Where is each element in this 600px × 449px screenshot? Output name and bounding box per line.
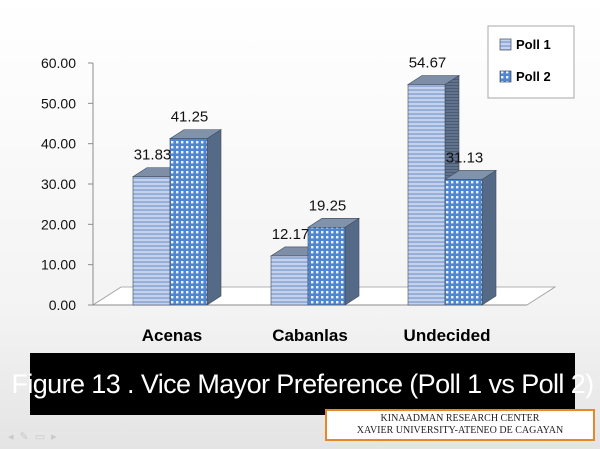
arrow-left-icon[interactable]: ◂	[8, 431, 14, 443]
data-label: 12.17	[272, 226, 310, 243]
bar-side	[344, 217, 360, 306]
data-label: 31.83	[134, 147, 172, 164]
bar-face	[444, 179, 483, 306]
y-tick-label: 30.00	[41, 176, 76, 192]
x-category-label: Undecided	[404, 326, 491, 345]
arrow-right-icon[interactable]: ▸	[51, 431, 57, 443]
figure-caption: Figure 13 . Vice Mayor Preference (Poll …	[11, 368, 594, 399]
bar-face	[407, 84, 446, 306]
y-tick-label: 60.00	[41, 55, 76, 71]
slide-controls: ◂ ✎ ▭ ▸	[8, 430, 57, 443]
y-tick-label: 10.00	[41, 257, 76, 273]
bar-face	[307, 227, 346, 306]
data-label: 31.13	[446, 149, 484, 166]
legend-swatch-poll-1	[499, 38, 512, 51]
legend-box	[487, 25, 575, 99]
y-tick-label: 20.00	[41, 216, 76, 232]
bar-face	[169, 138, 208, 306]
figure-caption-bar: Figure 13 . Vice Mayor Preference (Poll …	[11, 353, 594, 415]
bar-side	[481, 169, 497, 306]
bar-poll-2	[443, 169, 498, 306]
data-label: 19.25	[309, 197, 347, 214]
legend-label-poll-2: Poll 2	[516, 69, 551, 84]
data-label: 54.67	[409, 54, 447, 71]
x-category-label: Cabanlas	[272, 326, 348, 345]
bar-poll-2	[306, 217, 361, 306]
y-tick-label: 50.00	[41, 95, 76, 111]
bar-poll-2	[168, 129, 223, 306]
x-category-label: Acenas	[142, 326, 202, 345]
credit-box: KINAADMAN RESEARCH CENTER XAVIER UNIVERS…	[325, 409, 595, 441]
bar-side	[206, 129, 222, 306]
pen-icon[interactable]: ✎	[19, 431, 29, 443]
credit-line-2: XAVIER UNIVERSITY-ATENEO DE CAGAYAN	[356, 425, 564, 436]
y-tick-label: 40.00	[41, 136, 76, 152]
data-label: 41.25	[171, 109, 209, 126]
credit-line-1: KINAADMAN RESEARCH CENTER	[380, 413, 540, 424]
y-tick-label: 0.00	[49, 297, 76, 313]
bar-face	[270, 255, 309, 306]
bar-face	[132, 176, 171, 306]
legend: Poll 1 Poll 2	[487, 25, 575, 99]
legend-label-poll-1: Poll 1	[516, 37, 551, 52]
slide-menu-icon[interactable]: ▭	[34, 431, 46, 443]
legend-swatch-poll-2	[499, 70, 512, 83]
